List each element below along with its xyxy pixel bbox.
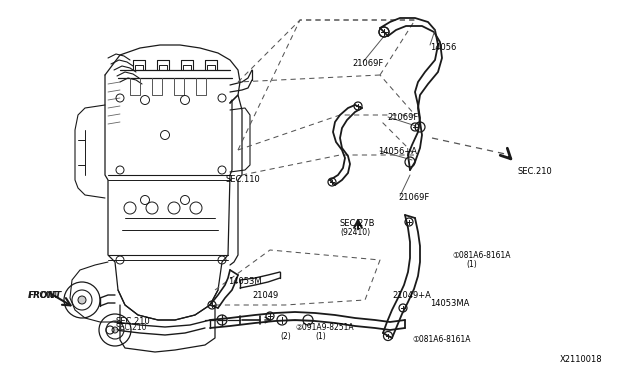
Text: SEC.210: SEC.210 — [115, 317, 150, 327]
Text: FRONT: FRONT — [28, 291, 62, 299]
Text: 14053M: 14053M — [228, 278, 262, 286]
Text: SEC.110: SEC.110 — [226, 176, 260, 185]
Text: 21049: 21049 — [252, 291, 278, 299]
Circle shape — [78, 296, 86, 304]
Text: ②091A9-8251A: ②091A9-8251A — [295, 323, 354, 331]
Text: (1): (1) — [315, 333, 326, 341]
Text: SEC.210: SEC.210 — [115, 323, 147, 332]
Text: X2110018: X2110018 — [560, 356, 603, 365]
Text: SEC.210: SEC.210 — [518, 167, 553, 176]
Text: 14056+A: 14056+A — [378, 148, 417, 157]
Circle shape — [112, 327, 118, 333]
Text: (1): (1) — [466, 260, 477, 269]
Text: 21069F: 21069F — [398, 192, 429, 202]
Text: (2): (2) — [280, 333, 291, 341]
Text: FRONT: FRONT — [28, 291, 58, 299]
Text: ①081A6-8161A: ①081A6-8161A — [452, 250, 511, 260]
Text: 21069F: 21069F — [387, 113, 419, 122]
Text: ①081A6-8161A: ①081A6-8161A — [412, 336, 470, 344]
Text: 21069F: 21069F — [352, 58, 383, 67]
Text: 21049+A: 21049+A — [392, 291, 431, 299]
Text: 14053MA: 14053MA — [430, 298, 469, 308]
Text: 14056: 14056 — [430, 42, 456, 51]
Text: (92410): (92410) — [340, 228, 370, 237]
Text: SEC.27B: SEC.27B — [340, 219, 376, 228]
